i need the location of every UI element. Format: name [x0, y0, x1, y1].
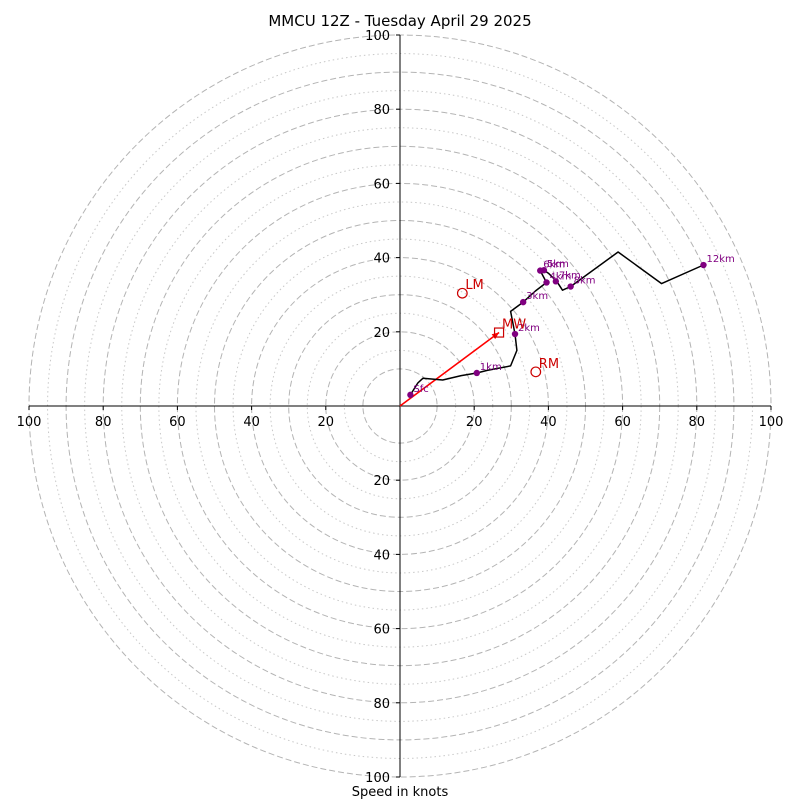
- mean-wind-arrow-head: [491, 332, 500, 340]
- storm-motion-label-MW: MW: [502, 318, 526, 333]
- height-marker-3km: [519, 298, 527, 306]
- height-label-6km: 6km: [543, 260, 565, 271]
- x-tick-label: 80: [95, 415, 112, 430]
- height-marker-7km: [552, 278, 560, 285]
- height-marker-2km: [511, 330, 519, 338]
- storm-motions: LM RM MW: [456, 278, 559, 378]
- storm-motion-label-LM: LM: [465, 278, 483, 293]
- y-tick-label: 40: [373, 252, 390, 267]
- x-tick-label: 20: [318, 415, 335, 430]
- height-label-1km: 1km: [480, 362, 502, 373]
- x-tick-label: 60: [169, 415, 186, 430]
- mean-wind-arrow-shaft: [399, 331, 500, 407]
- y-tick-label: 60: [373, 623, 390, 638]
- wind-profile: [409, 251, 704, 396]
- mean-wind-vector: [399, 331, 500, 407]
- x-tick-label: 100: [17, 415, 42, 430]
- x-tick-label: 80: [689, 415, 706, 430]
- height-label-7km: 7km: [559, 270, 581, 281]
- height-label-2km: 2km: [518, 323, 540, 334]
- x-axis-label: Speed in knots: [352, 785, 449, 800]
- y-tick-label: 80: [373, 103, 390, 118]
- y-tick-label: 60: [373, 177, 390, 192]
- height-label-3km: 3km: [526, 291, 548, 302]
- height-label-Sfc: Sfc: [413, 384, 428, 395]
- y-tick-label: 80: [373, 697, 390, 712]
- height-label-12km: 12km: [706, 254, 734, 265]
- wind-profile-line: [409, 251, 704, 396]
- chart-title: MMCU 12Z - Tuesday April 29 2025: [268, 12, 531, 30]
- height-marker-6km: [537, 267, 544, 274]
- y-tick-label: 100: [365, 771, 390, 786]
- height-label-4km: 4km: [550, 271, 572, 282]
- y-ticks: 100 80 60 40 20 20 40 60 80 100: [365, 29, 400, 786]
- storm-motion-marker-LM: [456, 287, 468, 299]
- x-tick-label: 40: [243, 415, 260, 430]
- height-marker-8km: [567, 283, 574, 290]
- x-ticks: 100 80 60 40 20 20 40 60 80 100: [17, 406, 784, 430]
- x-tick-label: 100: [759, 415, 784, 430]
- height-label-5km: 5km: [547, 259, 569, 270]
- y-tick-label: 100: [365, 29, 390, 44]
- x-tick-label: 40: [540, 415, 557, 430]
- y-tick-label: 20: [373, 326, 390, 341]
- y-tick-label: 20: [373, 474, 390, 489]
- storm-motion-marker-MW: [493, 327, 505, 338]
- storm-motion-label-RM: RM: [539, 357, 559, 372]
- height-label-8km: 8km: [574, 276, 596, 287]
- height-marker-1km: [473, 369, 480, 377]
- x-tick-label: 20: [466, 415, 483, 430]
- y-tick-label: 40: [373, 548, 390, 563]
- height-marker-12km: [700, 261, 707, 269]
- x-tick-label: 60: [614, 415, 631, 430]
- height-marker-4km: [543, 279, 550, 286]
- storm-motion-marker-RM: [530, 366, 542, 378]
- height-marker-Sfc: [407, 391, 414, 399]
